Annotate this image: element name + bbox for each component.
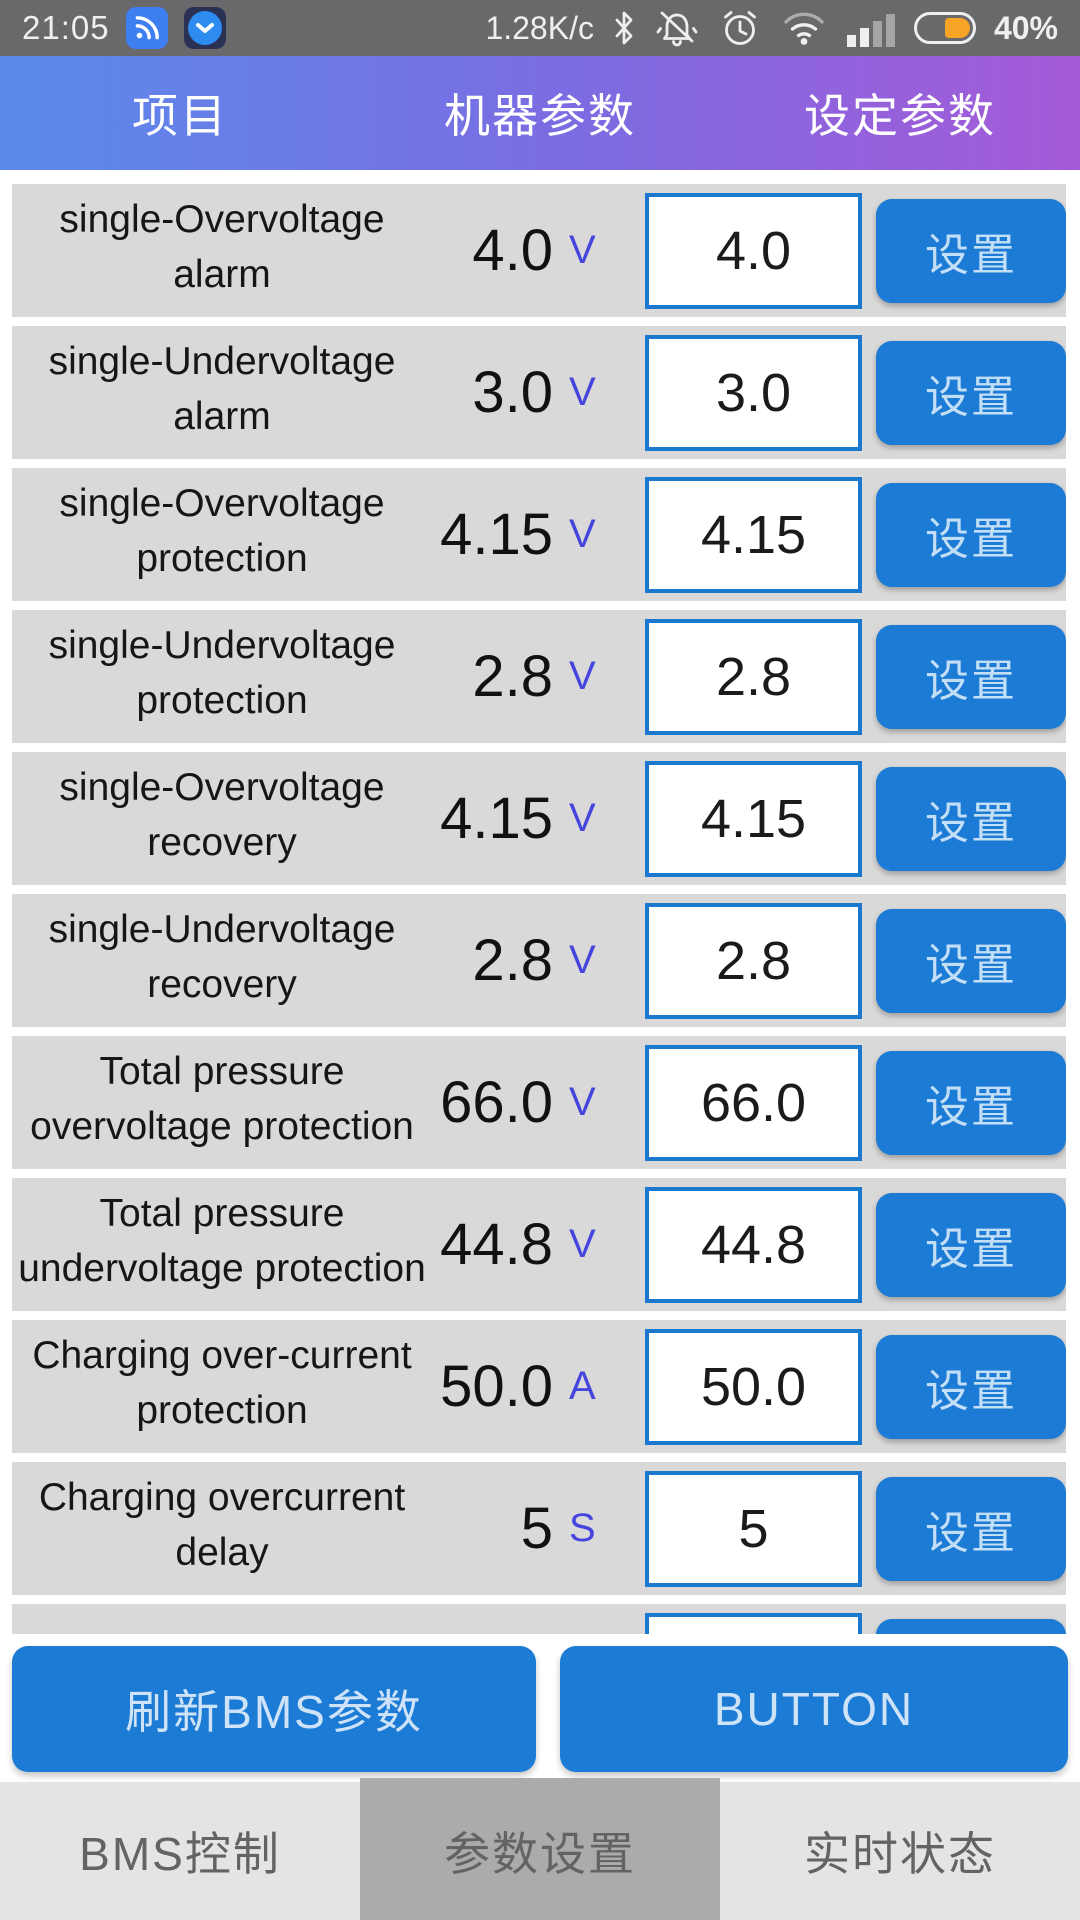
top-tab-project[interactable]: 项目 (132, 90, 228, 142)
bottom-tab-realtime-status[interactable]: 实时状态 (804, 1828, 996, 1880)
set-button[interactable]: 设置 (876, 766, 1066, 871)
wifi-icon (780, 8, 828, 48)
parameter-current-value: 50.0 (440, 1354, 553, 1419)
parameter-input[interactable] (645, 760, 862, 877)
footer-button-bar: 刷新BMS参数 BUTTON (0, 1634, 1080, 1782)
parameter-unit: V (569, 370, 596, 414)
parameter-current-value: 44.8 (440, 1212, 553, 1277)
parameter-row: Charging overcurrent delay 5 S 设置 (12, 1462, 1066, 1595)
parameter-label: Charging overcurrent delay (38, 1476, 406, 1574)
battery-icon (913, 12, 976, 44)
parameter-label: Total pressure undervoltage protection (18, 1192, 426, 1290)
parameter-unit: V (569, 796, 596, 840)
parameter-label: single-Overvoltage protection (59, 482, 385, 580)
bluetooth-icon (612, 8, 636, 48)
parameter-row: single-Undervoltage alarm 3.0 V 设置 (12, 326, 1066, 459)
parameter-label: single-Undervoltage recovery (48, 908, 396, 1006)
parameter-row: 设置 (12, 1604, 1066, 1634)
shield-app-icon-inner (187, 11, 222, 45)
parameter-input[interactable] (645, 476, 862, 593)
parameter-label: single-Undervoltage protection (48, 624, 396, 722)
bottom-tab-bar: BMS控制 参数设置 实时状态 (0, 1782, 1080, 1920)
shield-app-icon (183, 7, 226, 49)
parameter-row: Total pressure overvoltage protection 66… (12, 1036, 1066, 1169)
parameter-input[interactable] (645, 1328, 862, 1445)
set-button[interactable]: 设置 (876, 908, 1066, 1013)
parameter-input[interactable] (645, 1044, 862, 1161)
parameter-input[interactable] (645, 192, 862, 309)
clock-text: 21:05 (22, 9, 110, 46)
parameter-row: Charging over-current protection 50.0 A … (12, 1320, 1066, 1453)
parameter-unit: V (569, 1222, 596, 1266)
parameter-list[interactable]: single-Overvoltage alarm 4.0 V 设置 single… (0, 170, 1080, 1634)
set-button[interactable]: 设置 (876, 1334, 1066, 1439)
parameter-current-value: 2.8 (472, 928, 553, 993)
parameter-row: single-Undervoltage protection 2.8 V 设置 (12, 610, 1066, 743)
parameter-row: single-Undervoltage recovery 2.8 V 设置 (12, 894, 1066, 1027)
battery-percent-text: 40% (993, 9, 1058, 46)
status-bar: 21:05 1.28K/c (0, 0, 1080, 56)
parameter-label: Charging over-current protection (32, 1334, 412, 1432)
parameter-current-value: 4.15 (440, 786, 553, 851)
set-button[interactable]: 设置 (876, 624, 1066, 729)
parameter-input[interactable] (645, 1612, 862, 1634)
parameter-input[interactable] (645, 334, 862, 451)
parameter-current-value: 66.0 (440, 1070, 553, 1135)
signal-bars-icon (846, 8, 896, 48)
bottom-tab-bms-control[interactable]: BMS控制 (79, 1828, 281, 1880)
set-button[interactable]: 设置 (876, 1476, 1066, 1581)
parameter-current-value: 4.0 (472, 218, 553, 283)
top-tab-machine-params[interactable]: 机器参数 (444, 90, 636, 142)
parameter-row: single-Overvoltage alarm 4.0 V 设置 (12, 184, 1066, 317)
parameter-unit: V (569, 512, 596, 556)
parameter-unit: V (569, 654, 596, 698)
parameter-label (12, 1604, 432, 1634)
parameter-input[interactable] (645, 1186, 862, 1303)
generic-button[interactable]: BUTTON (560, 1646, 1068, 1772)
set-button[interactable]: 设置 (876, 340, 1066, 445)
parameter-current-value: 5 (520, 1496, 553, 1561)
parameter-current-value: 3.0 (472, 360, 553, 425)
parameter-current-value: 2.8 (472, 644, 553, 709)
alarm-clock-icon (718, 8, 762, 48)
parameter-unit: V (569, 1080, 596, 1124)
refresh-bms-params-button[interactable]: 刷新BMS参数 (12, 1646, 536, 1772)
status-bar-left: 21:05 (22, 7, 226, 49)
set-button[interactable]: 设置 (876, 1618, 1066, 1634)
parameter-row: single-Overvoltage recovery 4.15 V 设置 (12, 752, 1066, 885)
parameter-unit: V (569, 228, 596, 272)
status-bar-right: 1.28K/c (485, 8, 1058, 48)
parameter-input[interactable] (645, 902, 862, 1019)
set-button[interactable]: 设置 (876, 198, 1066, 303)
parameter-label: single-Undervoltage alarm (48, 340, 396, 438)
parameter-label: Total pressure overvoltage protection (30, 1050, 414, 1148)
parameter-current-value: 4.15 (440, 502, 553, 567)
set-button[interactable]: 设置 (876, 482, 1066, 587)
parameter-row: single-Overvoltage protection 4.15 V 设置 (12, 468, 1066, 601)
mute-vibrate-icon (654, 8, 700, 48)
parameter-unit: V (569, 938, 596, 982)
top-tab-bar: 项目 机器参数 设定参数 (0, 56, 1080, 170)
parameter-label: single-Overvoltage alarm (59, 198, 385, 296)
parameter-label: single-Overvoltage recovery (59, 766, 385, 864)
set-button[interactable]: 设置 (876, 1050, 1066, 1155)
parameter-row: Total pressure undervoltage protection 4… (12, 1178, 1066, 1311)
parameter-unit: A (569, 1364, 596, 1408)
set-button[interactable]: 设置 (876, 1192, 1066, 1297)
parameter-input[interactable] (645, 1470, 862, 1587)
battery-fill (944, 18, 970, 38)
bottom-tab-parameter-settings[interactable]: 参数设置 (360, 1782, 720, 1920)
parameter-input[interactable] (645, 618, 862, 735)
data-rate-text: 1.28K/c (485, 9, 594, 46)
rss-app-icon (125, 7, 168, 49)
top-tab-set-params[interactable]: 设定参数 (804, 90, 996, 142)
parameter-unit: S (569, 1506, 596, 1550)
